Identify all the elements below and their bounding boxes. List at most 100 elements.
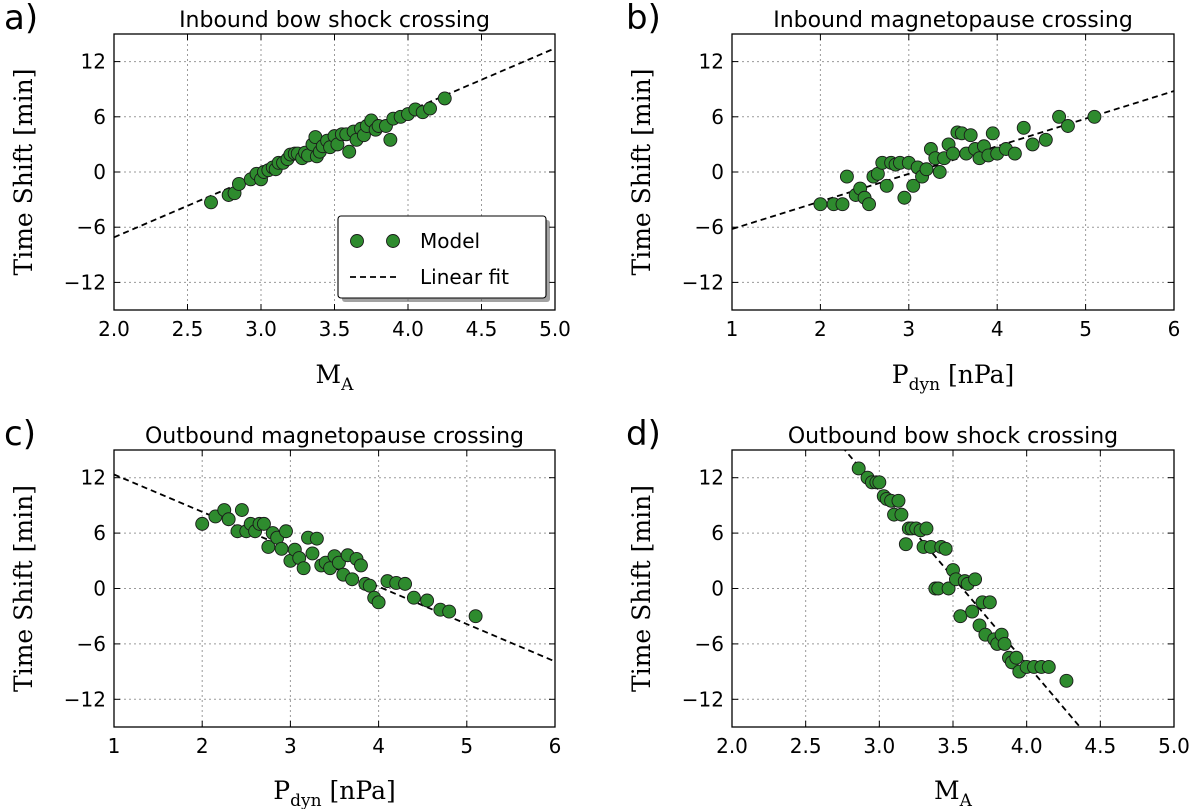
x-tick-label: 3	[902, 317, 915, 341]
data-point	[383, 132, 398, 147]
data-point	[997, 636, 1012, 651]
data-point	[1038, 132, 1053, 147]
x-tick-label: 2.0	[716, 734, 748, 758]
x-axis-label-subscript: A	[959, 791, 973, 809]
plot-frame	[731, 449, 1175, 728]
legend-fit-label: Linear fit	[420, 265, 509, 289]
data-point	[963, 128, 978, 143]
x-axis-label-subscript: A	[340, 375, 354, 395]
x-axis-label-unit: [nPa]	[330, 776, 396, 805]
data-point	[354, 558, 368, 573]
y-tick-label: 0	[93, 160, 106, 184]
y-tick-label: −6	[77, 215, 106, 239]
y-tick-label: 6	[711, 521, 724, 545]
x-tick-label: 3.0	[245, 317, 277, 341]
y-tick-label: 12	[699, 466, 724, 490]
data-point	[362, 578, 377, 593]
data-point	[296, 561, 311, 576]
data-point	[891, 493, 906, 508]
y-axis-label-main: Time Shift	[9, 560, 38, 692]
y-axis-label-unit: [min]	[9, 69, 38, 136]
y-axis-label: Time Shift [min]	[627, 485, 656, 692]
y-tick-label: 0	[711, 577, 724, 601]
chart-title: Inbound bow shock crossing	[179, 8, 490, 33]
y-axis-label: Time Shift [min]	[627, 69, 656, 276]
x-axis-label: MA	[316, 360, 355, 395]
data-point	[342, 144, 357, 159]
y-tick-label: −6	[695, 215, 724, 239]
x-axis-label: Pdyn [nPa]	[273, 776, 395, 809]
x-tick-label: 4.0	[392, 317, 424, 341]
data-point	[1007, 146, 1022, 161]
x-axis-label-main: M	[934, 776, 960, 805]
data-point	[879, 178, 894, 193]
data-point	[898, 537, 913, 552]
y-axis-label-main: Time Shift	[9, 144, 38, 276]
x-tick-label: 6	[549, 734, 562, 758]
data-point	[941, 581, 956, 596]
data-point	[965, 604, 980, 619]
chart-panel-4: 2.0 2.5 3.0 3.5 4.0 4.5 5.0 12 6 0 −6 −12 Outbound b…	[626, 414, 1190, 809]
data-point	[468, 609, 483, 624]
y-tick-label: 0	[93, 577, 106, 601]
x-tick-label: 3	[284, 734, 297, 758]
y-tick-label: 6	[711, 105, 724, 129]
y-axis-label-main: Time Shift	[627, 144, 656, 276]
panel-label: d)	[626, 414, 661, 454]
data-point	[204, 195, 218, 210]
x-tick-label: 3.5	[937, 734, 969, 758]
y-tick-label: −6	[77, 632, 106, 656]
panel-label: c)	[4, 414, 36, 454]
data-point	[835, 197, 850, 212]
y-tick-label: 12	[81, 466, 106, 490]
x-axis-label-main: P	[892, 360, 909, 389]
x-tick-label: 4	[991, 317, 1004, 341]
data-point	[919, 162, 934, 177]
data-point	[305, 546, 320, 561]
legend-marker	[386, 234, 400, 248]
x-tick-label: 4.5	[1084, 734, 1116, 758]
data-point	[1025, 137, 1040, 152]
data-point	[1060, 119, 1075, 133]
data-point	[309, 531, 324, 546]
y-axis-label-main: Time Shift	[627, 560, 656, 692]
data-point	[234, 503, 249, 517]
y-tick-label: 6	[93, 521, 106, 545]
data-point	[345, 572, 360, 587]
y-axis-label-unit: [min]	[627, 485, 656, 552]
data-point	[938, 541, 953, 556]
data-point	[442, 604, 457, 619]
panel-label: a)	[4, 0, 38, 38]
x-tick-label: 2.5	[790, 734, 822, 758]
x-tick-label: 5	[1079, 317, 1092, 341]
y-axis-label-unit: [min]	[9, 485, 38, 552]
y-tick-label: −6	[695, 632, 724, 656]
x-tick-label: 3.0	[863, 734, 895, 758]
y-tick-label: −12	[64, 687, 106, 711]
x-tick-label: 2	[814, 317, 827, 341]
x-tick-label: 4.0	[1011, 734, 1043, 758]
y-axis-label: Time Shift [min]	[9, 485, 38, 692]
data-point	[1009, 650, 1024, 665]
x-tick-label: 5.0	[1158, 734, 1190, 758]
y-tick-label: −12	[64, 270, 106, 294]
data-point	[862, 197, 876, 212]
data-point	[851, 461, 866, 476]
chart-panel-1: 2.0 2.5 3.0 3.5 4.0 4.5 5.0 12 6 0 −6 −12 Inbound bo…	[4, 0, 571, 395]
chart-title: Outbound bow shock crossing	[788, 424, 1118, 449]
y-tick-label: −12	[682, 687, 724, 711]
data-point	[256, 516, 271, 531]
legend: Model Linear fit	[337, 215, 550, 302]
data-point	[872, 475, 887, 490]
data-point	[1041, 660, 1056, 674]
data-point	[953, 609, 968, 624]
x-tick-label: 4	[372, 734, 385, 758]
data-point	[274, 541, 289, 556]
x-axis-label-subscript: dyn	[290, 791, 321, 809]
data-point	[1059, 673, 1074, 688]
data-point	[398, 576, 413, 591]
plot-frame	[731, 33, 1175, 311]
